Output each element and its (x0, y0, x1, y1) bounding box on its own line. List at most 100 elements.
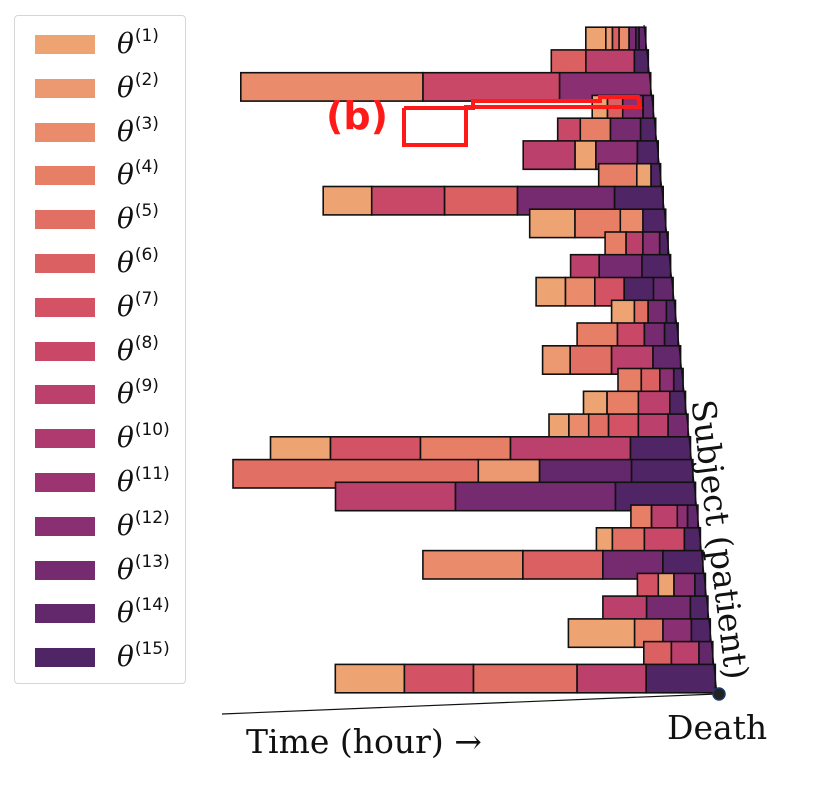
bar-segment (370, 185, 446, 216)
legend-symbol: θ (117, 421, 134, 455)
legend-label: θ(1) (117, 26, 159, 60)
legend-item: θ(4) (25, 153, 175, 197)
legend-swatch (35, 560, 95, 580)
legend-label: θ(2) (117, 70, 159, 104)
legend-superscript: (13) (134, 551, 170, 572)
legend-item: θ(7) (25, 285, 175, 329)
x-axis-line (221, 693, 718, 715)
legend-label: θ(15) (117, 639, 170, 673)
legend-symbol: θ (117, 552, 134, 586)
bar-segment (569, 344, 613, 375)
bar-segment (522, 140, 576, 171)
legend-symbol: θ (117, 202, 134, 236)
legend-superscript: (14) (134, 595, 170, 616)
legend-swatch (35, 78, 95, 98)
legend-item: θ(5) (25, 197, 175, 241)
legend-item: θ(1) (25, 22, 175, 66)
legend-superscript: (6) (134, 245, 159, 265)
bar-segment (576, 663, 647, 694)
legend-label: θ(11) (117, 464, 170, 498)
legend-superscript: (5) (134, 201, 159, 222)
bar-segment (528, 208, 576, 239)
legend-symbol: θ (117, 27, 134, 60)
legend-swatch (35, 166, 95, 186)
legend-item: θ(10) (25, 416, 175, 460)
legend-item: θ(6) (25, 241, 175, 285)
legend-item: θ(12) (25, 504, 175, 548)
legend-symbol: θ (117, 114, 134, 148)
legend-symbol: θ (117, 70, 134, 104)
bar-segment (541, 344, 571, 375)
legend-label: θ(13) (117, 552, 170, 586)
legend-label: θ(14) (117, 595, 170, 629)
annotation-b-box (402, 95, 643, 147)
legend-label: θ(4) (117, 157, 159, 191)
legend-superscript: (9) (134, 376, 159, 397)
bar-segment (334, 481, 457, 512)
legend-superscript: (7) (134, 288, 159, 309)
legend-superscript: (8) (134, 332, 159, 353)
legend-swatch (35, 473, 95, 492)
bar-segment (602, 549, 664, 580)
bar-segment (403, 663, 475, 694)
bars-layer (232, 26, 717, 694)
death-label: Death (667, 708, 768, 747)
x-axis-label: Time (hour) → (246, 722, 482, 761)
legend-label: θ(12) (117, 508, 170, 542)
legend: θ(1) θ(2) θ(3) θ(4) θ(5) θ(6) θ(7) θ(8) θ(9) θ(10… (14, 15, 186, 684)
bar-segment (240, 71, 424, 102)
legend-swatch (35, 385, 95, 405)
legend-symbol: θ (117, 465, 134, 498)
legend-item: θ(13) (25, 548, 175, 592)
bar-segment (574, 140, 597, 171)
legend-symbol: θ (117, 596, 134, 630)
bar-segment (334, 663, 406, 694)
legend-label: θ(7) (117, 289, 159, 323)
legend-swatch (35, 254, 95, 273)
bar-segment (472, 663, 578, 694)
legend-symbol: θ (117, 508, 134, 542)
bar-segment (443, 185, 519, 216)
legend-symbol: θ (117, 158, 134, 192)
legend-item: θ(14) (25, 591, 175, 635)
annotation-b-label: (b) (326, 94, 388, 138)
death-marker (712, 687, 726, 701)
legend-swatch (35, 429, 95, 449)
bar-segment (522, 549, 604, 580)
legend-label: θ(3) (117, 114, 159, 148)
bar-segment (564, 276, 596, 307)
legend-item: θ(15) (25, 635, 175, 679)
legend-item: θ(2) (25, 66, 175, 110)
legend-superscript: (15) (134, 639, 170, 660)
legend-symbol: θ (117, 289, 134, 323)
legend-label: θ(8) (117, 333, 159, 367)
legend-label: θ(10) (117, 420, 170, 454)
bar-segment (535, 276, 567, 307)
legend-swatch (35, 122, 95, 142)
legend-symbol: θ (117, 640, 134, 674)
bar-segment (574, 208, 622, 239)
legend-swatch (35, 297, 95, 317)
legend-symbol: θ (117, 377, 134, 411)
bar-segment (454, 481, 617, 512)
legend-item: θ(9) (25, 372, 175, 416)
legend-label: θ(9) (117, 376, 159, 410)
legend-swatch (35, 604, 95, 624)
legend-swatch (35, 648, 95, 668)
y-axis-line (643, 24, 718, 695)
legend-superscript: (2) (134, 69, 159, 90)
legend-item: θ(8) (25, 329, 175, 373)
bar-segment (567, 618, 636, 649)
legend-item: θ(3) (25, 110, 175, 154)
legend-swatch (35, 35, 95, 54)
legend-swatch (35, 516, 95, 536)
legend-label: θ(5) (117, 201, 159, 235)
legend-symbol: θ (117, 333, 134, 367)
legend-item: θ(11) (25, 460, 175, 504)
legend-superscript: (10) (134, 420, 170, 441)
legend-superscript: (1) (134, 26, 159, 46)
legend-superscript: (11) (134, 464, 170, 484)
bar-segment (645, 663, 717, 694)
bar-segment (422, 71, 561, 102)
